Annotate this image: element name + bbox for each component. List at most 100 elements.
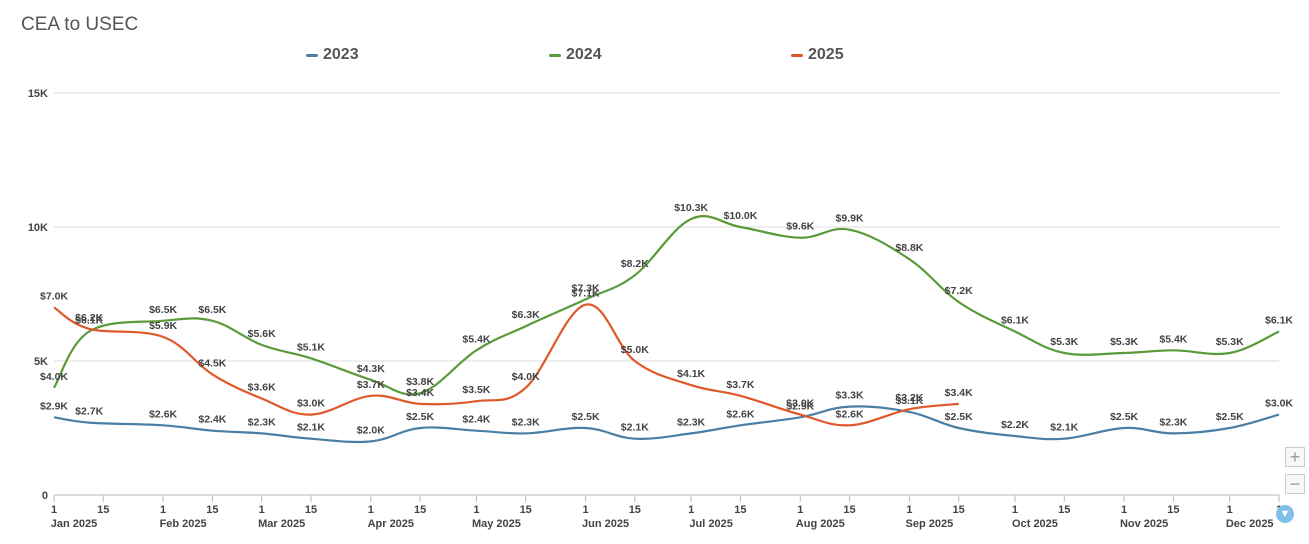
x-tick-label: 1 (1121, 504, 1127, 516)
x-tick-label: 1 (797, 504, 803, 516)
x-tick-label: 1 (473, 504, 479, 516)
data-label-2025: $3.0K (786, 398, 814, 410)
x-tick-label: 15 (305, 504, 317, 516)
data-label-2024: $6.5K (198, 304, 226, 316)
x-month-label: Jan 2025 (51, 518, 97, 530)
data-label-2023: $3.1K (895, 395, 923, 407)
data-label-2023: $2.7K (75, 406, 103, 418)
x-month-label: May 2025 (472, 518, 521, 530)
legend-item-2023[interactable]: 2023 (306, 46, 359, 64)
x-month-label: Jun 2025 (582, 518, 629, 530)
data-label-2023: $2.6K (149, 408, 177, 420)
data-label-2023: $3.0K (1265, 398, 1293, 410)
data-label-2023: $2.1K (1050, 422, 1078, 434)
filter-icon[interactable]: ▼ (1276, 505, 1294, 523)
data-label-2023: $2.1K (621, 422, 649, 434)
data-label-2024: $6.1K (1265, 315, 1293, 327)
data-label-2023: $2.5K (1216, 411, 1244, 423)
data-label-2023: $2.3K (512, 416, 540, 428)
data-label-2023: $2.6K (726, 408, 754, 420)
data-label-2025: $5.0K (621, 344, 649, 356)
data-label-2025: $3.4K (406, 387, 434, 399)
data-label-2025: $3.6K (248, 382, 276, 394)
data-label-2024: $5.4K (1159, 333, 1187, 345)
data-label-2024: $5.4K (462, 333, 490, 345)
data-label-2024: $7.3K (572, 282, 600, 294)
data-label-2025: $7.0K (40, 290, 68, 302)
data-label-2024: $8.2K (621, 258, 649, 270)
x-tick-label: 1 (1227, 504, 1233, 516)
data-label-2025: $7.1K (572, 288, 600, 300)
legend-item-2024[interactable]: 2024 (549, 46, 602, 64)
data-label-2023: $2.5K (572, 411, 600, 423)
data-label-2024: $4.3K (357, 363, 385, 375)
x-tick-label: 1 (688, 504, 694, 516)
series-line-2024[interactable] (53, 215, 1280, 396)
x-axis: 11511511511511511511511511511511511Jan 2… (51, 494, 1282, 530)
data-label-2024: $5.3K (1216, 336, 1244, 348)
data-label-2025: $2.6K (836, 408, 864, 420)
zoom-out-button[interactable]: − (1285, 474, 1305, 494)
x-tick-label: 15 (843, 504, 855, 516)
series-line-2025[interactable] (53, 303, 959, 427)
data-label-2023: $2.9K (786, 400, 814, 412)
x-tick-label: 15 (953, 504, 965, 516)
y-axis: 0 5K 10K 15K (28, 88, 48, 502)
legend-label: 2023 (323, 46, 359, 63)
data-label-2024: $4.0K (40, 371, 68, 383)
series-lines (53, 215, 1280, 444)
data-label-2025: $4.1K (677, 368, 705, 380)
x-tick-label: 15 (629, 504, 641, 516)
y-tick-label: 15K (28, 88, 48, 100)
data-label-2024: $6.1K (75, 315, 103, 327)
data-label-2024: $5.6K (248, 328, 276, 340)
data-labels: $2.9K $2.7K $2.6K $2.4K $2.3K $2.1K $2.0K $2.5K… (40, 202, 1293, 436)
data-label-2025: $5.9K (149, 320, 177, 332)
x-tick-label: 1 (1012, 504, 1018, 516)
series-line-2023[interactable] (53, 405, 1280, 444)
x-tick-label: 1 (906, 504, 912, 516)
data-label-2024: $5.1K (297, 341, 325, 353)
data-label-2024: $5.3K (1110, 336, 1138, 348)
data-label-2023: $2.5K (406, 411, 434, 423)
data-label-2024: $9.9K (836, 213, 864, 225)
x-tick-label: 1 (368, 504, 374, 516)
x-month-label: Sep 2025 (906, 518, 954, 530)
x-tick-label: 1 (582, 504, 588, 516)
x-month-label: Feb 2025 (160, 518, 207, 530)
data-label-2024: $9.6K (786, 221, 814, 233)
data-label-2024: $7.2K (945, 285, 973, 297)
data-label-2024: $5.3K (1050, 336, 1078, 348)
legend-item-2025[interactable]: 2025 (791, 46, 844, 64)
data-label-2023: $3.3K (836, 390, 864, 402)
data-label-2024: $10.0K (723, 210, 757, 222)
data-label-2024: $8.8K (895, 242, 923, 254)
x-month-label: Nov 2025 (1120, 518, 1168, 530)
data-label-2025: $3.4K (945, 387, 973, 399)
data-label-2024: $6.3K (512, 309, 540, 321)
y-tick-label: 10K (28, 222, 48, 234)
data-label-2023: $2.3K (248, 416, 276, 428)
data-label-2024: $3.8K (406, 376, 434, 388)
y-tick-label: 5K (34, 356, 48, 368)
x-tick-label: 15 (520, 504, 532, 516)
x-tick-label: 15 (97, 504, 109, 516)
data-label-2025: $4.5K (198, 357, 226, 369)
data-label-2023: $2.3K (677, 416, 705, 428)
data-label-2025: $3.0K (297, 398, 325, 410)
legend-swatch (306, 53, 318, 57)
data-label-2023: $2.3K (1159, 416, 1187, 428)
zoom-in-button[interactable]: + (1285, 447, 1305, 467)
y-tick-label: 0 (42, 490, 48, 502)
x-month-label: Aug 2025 (796, 518, 845, 530)
x-tick-label: 1 (259, 504, 265, 516)
data-label-2025: $6.2K (75, 312, 103, 324)
x-month-label: Dec 2025 (1226, 518, 1274, 530)
chart-title: CEA to USEC (21, 14, 139, 35)
data-label-2023: $2.0K (357, 424, 385, 436)
data-label-2025: $3.7K (357, 379, 385, 391)
x-tick-label: 15 (1167, 504, 1179, 516)
legend: 2023 2024 2025 (0, 46, 1309, 70)
data-label-2024: $10.3K (674, 202, 708, 214)
